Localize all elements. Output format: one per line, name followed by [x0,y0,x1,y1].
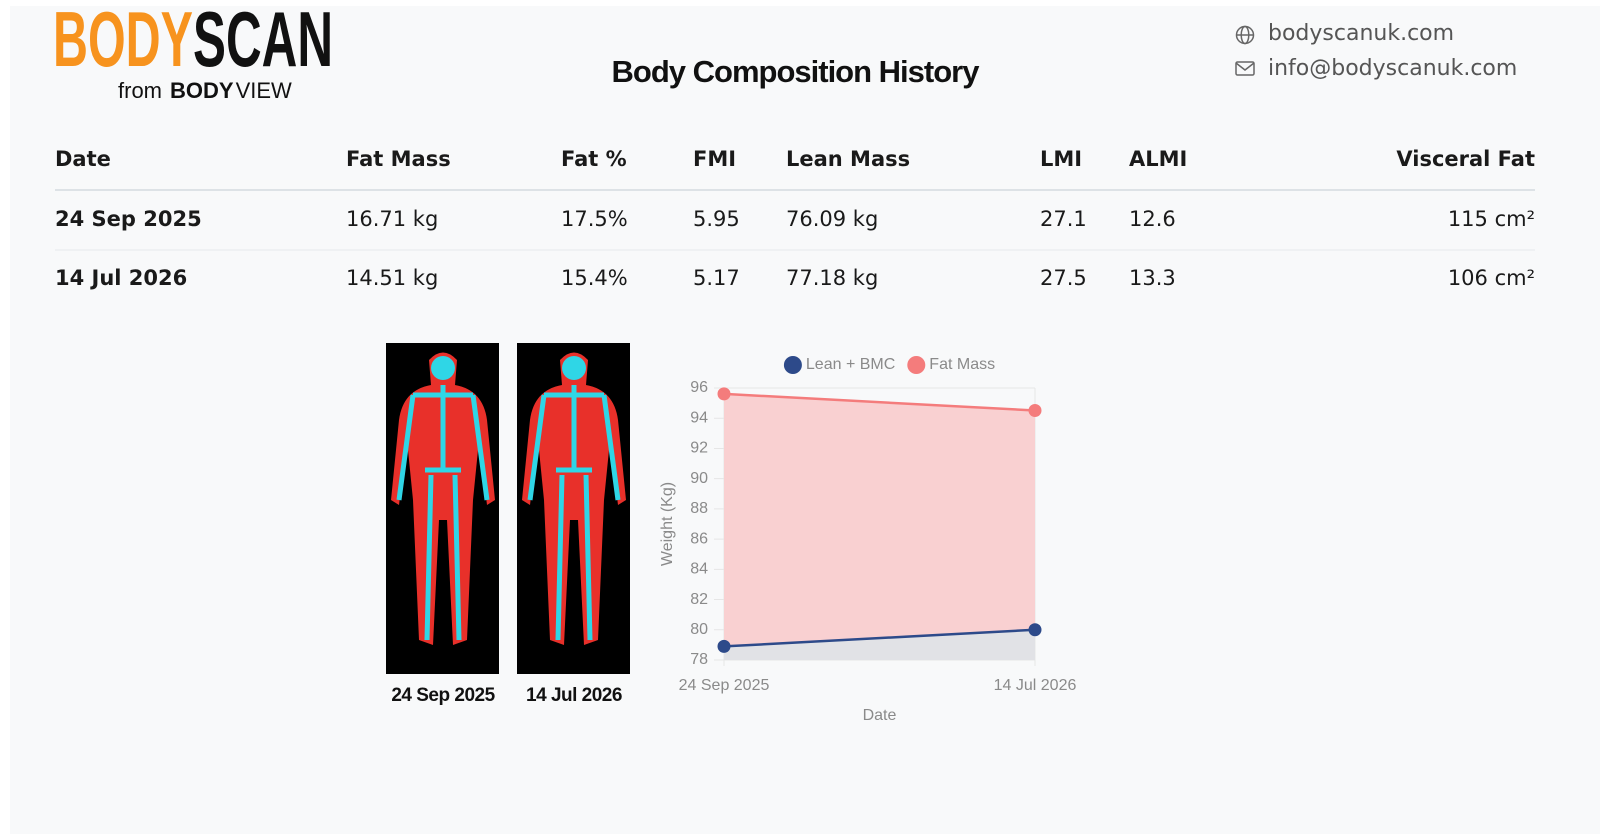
x-axis-label: Date [863,707,897,724]
scan-image: 14 Jul 2026 [517,343,630,706]
table-cell: 17.5% [561,207,628,231]
series-line [723,392,1036,412]
table-header: ALMI [1129,147,1187,171]
table-header: FMI [693,147,736,171]
y-axis-label: Weight (Kg) [659,482,676,566]
scan-label: 24 Sep 2025 [391,685,495,706]
area-fill [724,629,1035,660]
y-tick-label: 94 [690,409,708,426]
logo-sub-light: VIEW [236,78,292,103]
logo-brand: BODY [53,0,193,83]
data-point [1028,404,1042,418]
y-tick-label: 88 [690,500,708,517]
table-cell: 24 Sep 2025 [55,207,202,231]
y-tick-label: 80 [690,621,708,638]
logo-from: from [118,78,162,103]
scan-images: 24 Sep 2025 14 Jul 2026 [386,343,630,706]
table-header: Fat % [561,147,627,171]
table-cell: 16.71 kg [346,207,438,231]
y-tick-label: 82 [690,591,708,608]
body-silhouette [522,352,626,645]
legend-swatch [783,356,802,374]
y-tick-label: 78 [690,651,708,668]
table-cell: 14.51 kg [346,266,438,290]
y-tick-label: 84 [690,561,708,578]
mail-icon [1235,61,1255,76]
logo: BODY SCAN [53,0,333,83]
logo-brand: SCAN [193,0,333,83]
data-point [717,387,731,401]
body-skull [562,356,586,380]
body-skeleton [396,385,490,641]
area-fill [724,393,1035,647]
website: bodyscanuk.com [1268,21,1454,46]
table-cell: 5.95 [693,207,740,231]
table-header: LMI [1040,147,1082,171]
body-skeleton [527,385,621,641]
scan-label: 14 Jul 2026 [526,685,622,706]
legend-item: Fat Mass [907,356,995,374]
table-cell: 12.6 [1129,207,1176,231]
chart: 78 80 82 84 86 88 90 92 94 96 24 Sep 2025 14 Jul 20… [659,356,1076,724]
body-skull [431,356,455,380]
logo-sub-bold: BODY [170,78,234,103]
x-tick-label: 24 Sep 2025 [679,677,770,694]
email: info@bodyscanuk.com [1268,56,1517,81]
table-cell: 77.18 kg [786,266,878,290]
table-cell: 15.4% [561,266,628,290]
table-cell: 76.09 kg [786,207,878,231]
globe-icon [1235,25,1255,45]
y-tick-label: 92 [690,440,708,457]
table-cell: 27.5 [1040,266,1087,290]
y-tick-label: 96 [690,379,708,396]
data-point [717,639,731,653]
legend-swatch [907,356,926,374]
table-cell: 115 cm² [1448,207,1535,231]
table-header: Date [55,147,111,171]
table-cell: 13.3 [1129,266,1176,290]
table-header: Fat Mass [346,147,451,171]
table-cell: 14 Jul 2026 [55,266,187,290]
title: Body Composition History [612,54,981,89]
legend-label: Fat Mass [929,356,995,373]
y-tick-label: 86 [690,530,708,547]
series-line [723,628,1036,648]
logo-sub: from BODYVIEW [118,78,292,103]
body-silhouette [391,352,495,645]
legend-item: Lean + BMC [783,356,895,374]
table-cell: 5.17 [693,266,740,290]
scan-image: 24 Sep 2025 [386,343,499,706]
table-header: Lean Mass [786,147,910,171]
x-tick-label: 14 Jul 2026 [994,677,1077,694]
table-cell: 27.1 [1040,207,1087,231]
y-tick-label: 90 [690,470,708,487]
legend-label: Lean + BMC [806,356,895,373]
table: Date Fat Mass Fat % FMI Lean Mass LMI ALMI Visc… [55,147,1535,290]
data-point [1028,623,1042,637]
table-header: Visceral Fat [1396,147,1535,171]
table-cell: 106 cm² [1448,266,1535,290]
